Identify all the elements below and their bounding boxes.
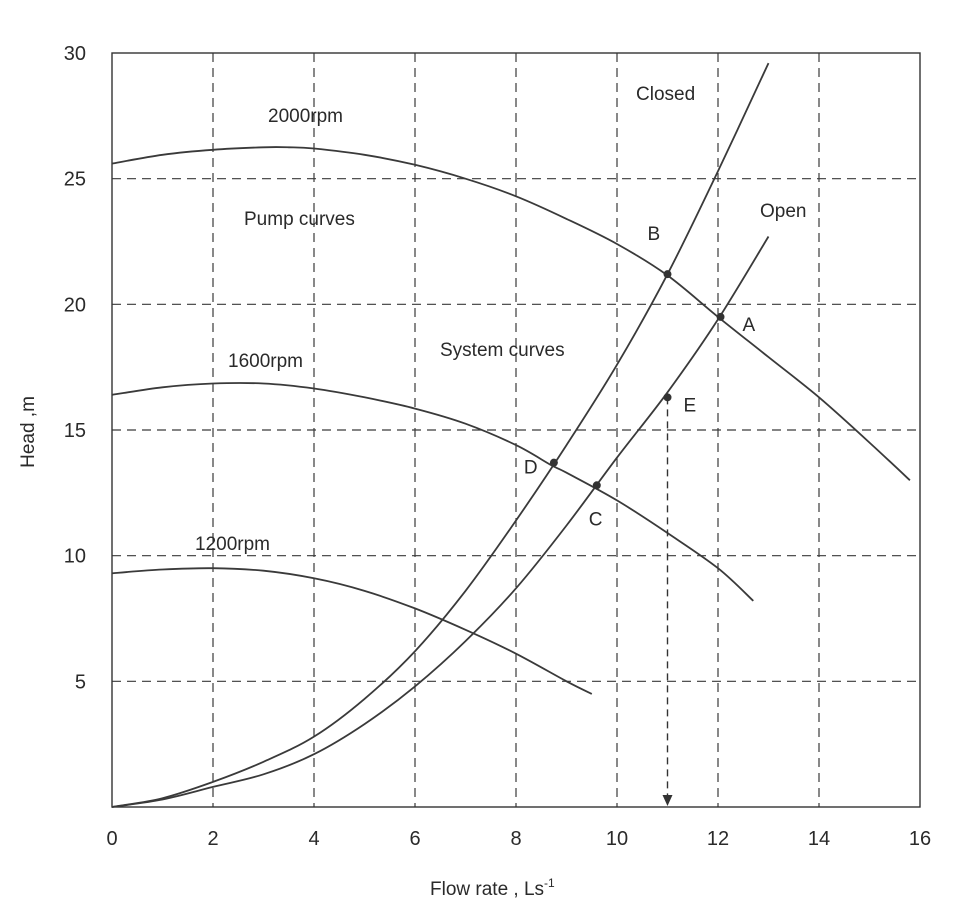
y-tick-label: 5 <box>75 671 86 693</box>
arrow-head-icon <box>662 795 673 806</box>
label-system-curves: System curves <box>440 340 565 361</box>
x-tick-label: 0 <box>106 828 117 850</box>
x-tick-label: 4 <box>308 828 319 850</box>
label-open: Open <box>760 201 806 222</box>
point-label-c: C <box>589 509 603 530</box>
point-b <box>663 270 672 279</box>
x-tick-label: 16 <box>909 828 931 850</box>
point-e <box>663 393 672 402</box>
y-tick-label: 20 <box>64 294 86 316</box>
y-axis-title: Head ,m <box>18 396 39 468</box>
operating-points: A B C D E <box>524 224 756 530</box>
x-tick-label: 8 <box>510 828 521 850</box>
x-axis-title: Flow rate , Ls-1 <box>430 876 555 900</box>
pump-curve-1200rpm <box>111 567 593 695</box>
point-label-d: D <box>524 458 538 479</box>
x-tick-label: 10 <box>606 828 628 850</box>
grid-lines <box>112 53 920 807</box>
label-closed: Closed <box>636 84 695 105</box>
label-1200rpm: 1200rpm <box>195 534 270 555</box>
label-1600rpm: 1600rpm <box>228 351 303 372</box>
flow-arrow <box>662 397 673 806</box>
y-tick-label: 10 <box>64 546 86 568</box>
point-c <box>592 481 601 490</box>
label-pump-curves: Pump curves <box>244 209 355 230</box>
pump-curve-1600rpm <box>111 382 754 602</box>
point-a <box>716 312 725 321</box>
point-label-b: B <box>648 224 661 245</box>
curves <box>111 62 911 808</box>
x-tick-label: 6 <box>409 828 420 850</box>
tick-labels: 0 2 4 6 8 10 12 14 16 5 10 15 20 25 30 <box>64 43 931 850</box>
plot-frame <box>111 52 921 808</box>
y-tick-label: 25 <box>64 169 86 191</box>
x-tick-label: 12 <box>707 828 729 850</box>
point-label-a: A <box>743 315 756 336</box>
y-tick-label: 15 <box>64 420 86 442</box>
system-curve-closed <box>111 62 770 808</box>
label-2000rpm: 2000rpm <box>268 106 343 127</box>
y-tick-label: 30 <box>64 43 86 65</box>
point-d <box>549 458 558 467</box>
x-tick-label: 14 <box>808 828 830 850</box>
x-tick-label: 2 <box>207 828 218 850</box>
point-label-e: E <box>684 395 697 416</box>
pump-curve-2000rpm <box>111 146 911 481</box>
system-curve-open <box>111 236 770 808</box>
